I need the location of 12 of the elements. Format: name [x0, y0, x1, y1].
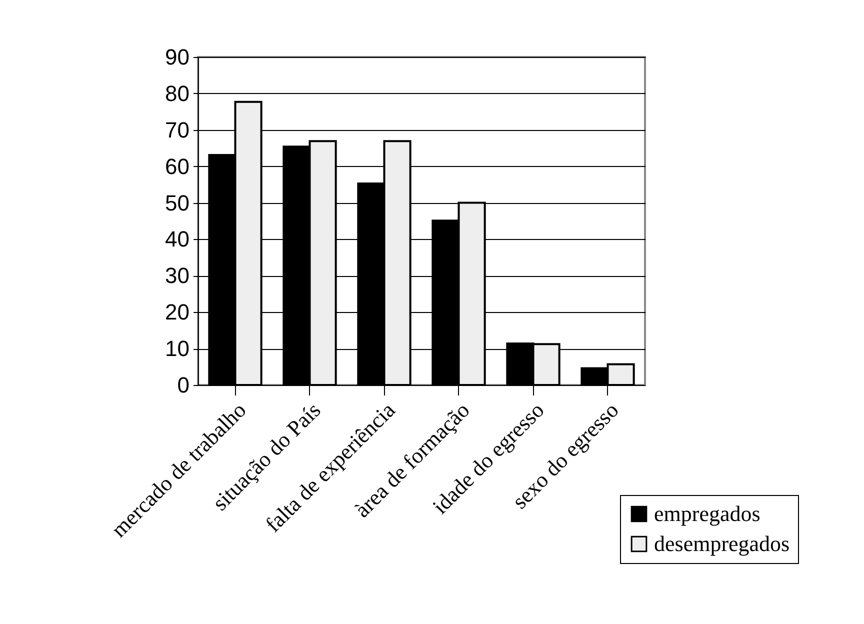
- legend-label: desempregados: [654, 531, 790, 556]
- y-tick-label: 70: [165, 117, 190, 142]
- y-tick-label: 80: [165, 80, 190, 106]
- y-tick-label: 20: [165, 300, 190, 325]
- y-tick-label: 50: [165, 190, 190, 216]
- y-tick-label: 60: [165, 154, 190, 179]
- y-tick-label: 30: [165, 263, 190, 288]
- y-tick-label: 40: [165, 226, 190, 252]
- legend-label: empregados: [654, 501, 760, 526]
- y-tick-label: 0: [177, 372, 190, 398]
- y-tick-label: 90: [165, 44, 190, 70]
- y-tick-label: 10: [165, 336, 190, 362]
